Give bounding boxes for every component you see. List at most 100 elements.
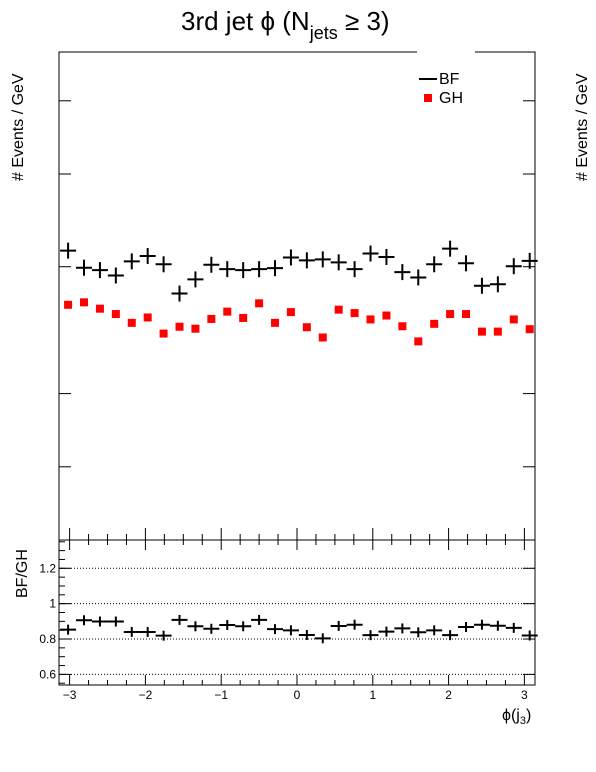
ratio-point (155, 630, 172, 641)
bf-point (410, 269, 427, 286)
gh-point (64, 300, 73, 309)
gh-point (302, 323, 311, 332)
ratio-point (410, 627, 427, 638)
ratio-point (91, 616, 108, 627)
gh-point (271, 318, 280, 327)
ratio-point (473, 619, 490, 630)
gh-point (462, 310, 471, 319)
ratio-point (298, 629, 315, 640)
svg-text:3rd jet ϕ (Njets ≥ 3): 3rd jet ϕ (Njets ≥ 3) (181, 6, 390, 43)
ratio-x-tick-label: −1 (214, 688, 228, 702)
legend-bf-label: BF (439, 71, 460, 88)
ratio-point (489, 620, 506, 631)
ratio-point (139, 626, 156, 637)
ratio-y-tick-label: 0.6 (39, 667, 56, 681)
bf-point (505, 258, 522, 275)
bf-point (76, 259, 93, 276)
bf-point (139, 247, 156, 264)
gh-point (318, 333, 327, 342)
bf-point (123, 253, 140, 270)
ratio-point (314, 633, 331, 644)
bf-point (362, 245, 379, 262)
gh-point (430, 319, 439, 328)
gh-point (525, 325, 534, 334)
gh-point (477, 327, 486, 336)
bf-point (235, 262, 252, 279)
ratio-y-tick-label: 0.8 (39, 632, 56, 646)
gh-point (143, 313, 152, 322)
ratio-point (251, 614, 268, 625)
gh-point (350, 309, 359, 318)
gh-point (95, 304, 104, 313)
bf-point (267, 260, 284, 277)
ratio-y-tick-label: 1 (49, 597, 56, 611)
gh-point (334, 305, 343, 314)
gh-point (175, 322, 184, 331)
gh-point (398, 322, 407, 331)
y-axis-label: # Events / GeV (10, 73, 27, 181)
bf-point (314, 251, 331, 268)
main-plot-series (60, 240, 538, 346)
ratio-point (235, 621, 252, 632)
ratio-point (505, 622, 522, 633)
gh-point (446, 310, 455, 319)
bf-point (91, 262, 108, 279)
ratio-x-tick-label: 3 (521, 688, 528, 702)
bf-point (473, 277, 490, 294)
ratio-axis-ticks: 0.6 0.8 1 1.2 −3 −2 −1 0 1 2 3 (39, 540, 535, 702)
ratio-point (346, 619, 363, 630)
gh-point (366, 315, 375, 324)
legend-gh-swatch (424, 94, 432, 102)
bf-point (330, 254, 347, 271)
bf-point (346, 261, 363, 278)
bf-point (442, 240, 459, 257)
bf-point (489, 276, 506, 293)
gh-point (414, 337, 423, 346)
gh-point (509, 315, 518, 324)
bf-point (251, 261, 268, 278)
bf-point (282, 249, 299, 266)
ratio-point (282, 625, 299, 636)
legend: BF GH (419, 71, 463, 107)
ratio-point (330, 620, 347, 631)
bf-point (219, 261, 236, 278)
y-axis-label-right: # Events / GeV (574, 73, 591, 181)
gh-point (111, 310, 120, 319)
ratio-point (219, 620, 236, 631)
legend-gh-label: GH (439, 90, 463, 107)
bf-point (458, 255, 475, 272)
main-axis-ticks (59, 100, 535, 540)
ratio-point (378, 626, 395, 637)
ratio-gridlines (59, 567, 535, 675)
bf-point (203, 256, 220, 273)
ratio-x-tick-label: 0 (294, 688, 301, 702)
ratio-point (442, 630, 459, 641)
gh-point (493, 327, 502, 336)
gh-point (239, 313, 248, 322)
gh-point (286, 308, 295, 317)
ratio-point (123, 626, 140, 637)
bf-point (171, 285, 188, 302)
gh-point (382, 311, 391, 320)
ratio-y-tick-label: 1.2 (39, 561, 56, 575)
ratio-y-axis-label: BF/GH (14, 549, 31, 598)
title-gap (417, 48, 475, 56)
bf-point (155, 256, 172, 273)
gh-point (207, 314, 216, 323)
ratio-panel-frame (58, 539, 536, 686)
gh-point (223, 307, 232, 316)
gh-point (255, 299, 264, 308)
ratio-point (203, 623, 220, 634)
ratio-point (394, 623, 411, 634)
gh-point (80, 298, 89, 307)
bf-point (521, 252, 538, 269)
bf-point (378, 248, 395, 265)
gh-point (159, 329, 168, 338)
bf-point (298, 252, 315, 269)
ratio-x-tick-label: −2 (139, 688, 153, 702)
x-axis-label: ϕ(j3) (502, 707, 531, 727)
ratio-point (521, 630, 538, 641)
ratio-point (267, 624, 284, 635)
gh-point (127, 318, 136, 327)
